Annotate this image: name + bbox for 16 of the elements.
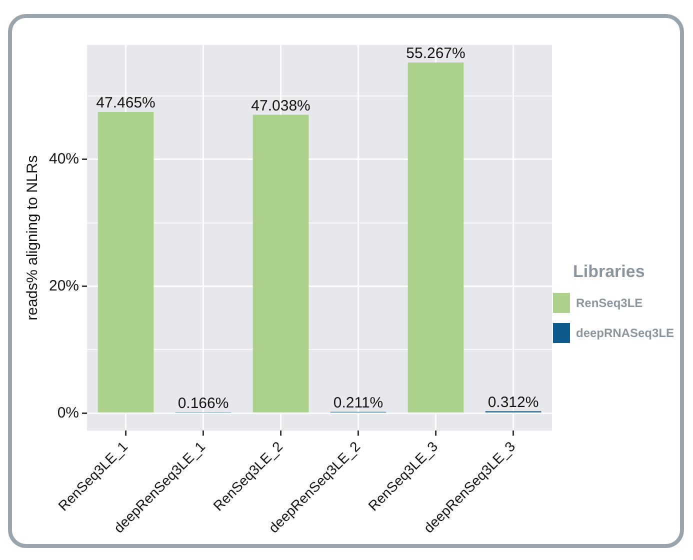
bar <box>252 114 309 412</box>
bar <box>98 112 154 412</box>
y-tick-label: 20% <box>48 277 80 294</box>
data-label: 0.312% <box>488 394 539 411</box>
data-label: 55.267% <box>406 45 466 62</box>
data-label: 47.038% <box>251 97 310 114</box>
y-axis-title: reads% aligning to NLRs <box>24 155 42 320</box>
legend-label: deepRNASeq3LE <box>576 326 674 340</box>
legend-label: RenSeq3LE <box>576 296 643 310</box>
data-label: 47.465% <box>96 94 156 112</box>
data-label: 0.166% <box>178 394 229 412</box>
bar <box>408 62 464 412</box>
y-tick-label: 0% <box>57 404 80 422</box>
legend-title: Libraries <box>573 262 646 282</box>
y-tick-label: 40% <box>48 150 80 168</box>
data-label: 0.211% <box>333 394 384 412</box>
